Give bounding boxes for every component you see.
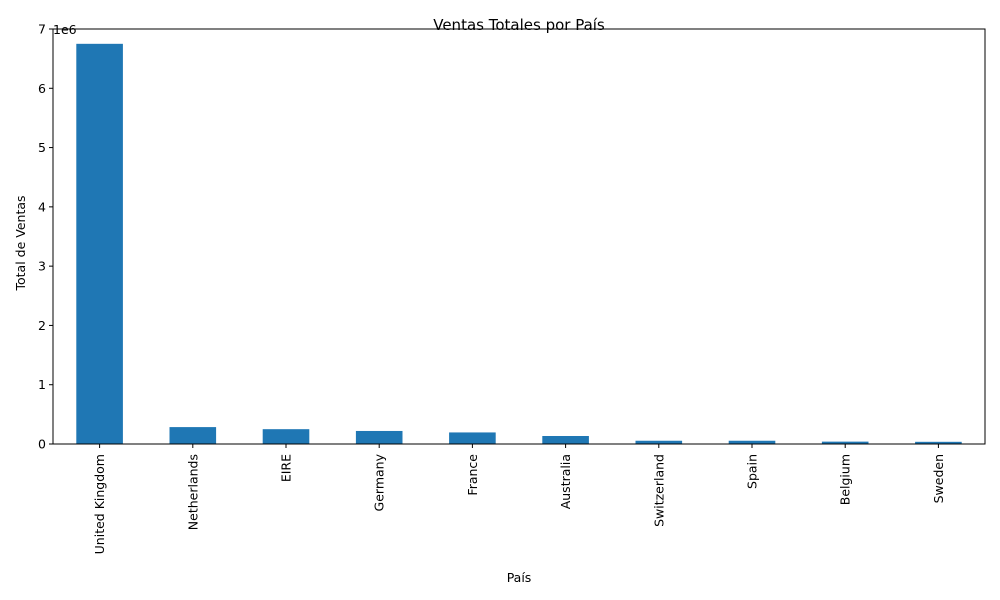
- x-tick-label: United Kingdom: [92, 454, 107, 554]
- bar: [76, 43, 123, 444]
- y-tick-label: 6: [38, 81, 46, 96]
- x-tick-label: Netherlands: [185, 454, 200, 530]
- bar: [728, 440, 776, 444]
- x-tick-label: EIRE: [279, 454, 294, 482]
- bar: [355, 430, 403, 444]
- bar: [449, 432, 496, 444]
- bar: [915, 441, 962, 444]
- plot-frame: [52, 28, 986, 445]
- bar: [262, 429, 310, 444]
- bar: [169, 427, 217, 444]
- x-ticks-group: United Kingdom Netherlands EIRE Germany Fran…: [92, 444, 946, 554]
- y-ticks-group: 0 1 2 3 4 5 6 7: [38, 22, 53, 452]
- chart-title: Ventas Totales por País: [433, 16, 605, 34]
- y-tick-label: 3: [38, 259, 46, 274]
- y-tick-label: 5: [38, 140, 46, 155]
- x-tick-label: Spain: [745, 454, 760, 489]
- y-axis-label: Total de Ventas: [13, 195, 28, 291]
- bar: [821, 441, 869, 444]
- x-tick-label: Germany: [372, 453, 387, 511]
- x-axis-label: País: [507, 570, 532, 585]
- x-tick-label: Switzerland: [651, 454, 666, 527]
- bar: [542, 436, 589, 444]
- y-tick-label: 4: [38, 199, 46, 214]
- y-tick-label: 1: [38, 377, 46, 392]
- y-tick-label: 2: [38, 318, 46, 333]
- x-tick-label: Sweden: [931, 454, 946, 503]
- bar: [635, 440, 683, 444]
- x-tick-label: Belgium: [838, 454, 853, 505]
- x-tick-label: Australia: [558, 454, 573, 509]
- bars-group: [76, 43, 962, 444]
- y-tick-label: 0: [38, 437, 46, 452]
- x-tick-label: France: [465, 454, 480, 496]
- y-tick-label: 7: [38, 22, 46, 37]
